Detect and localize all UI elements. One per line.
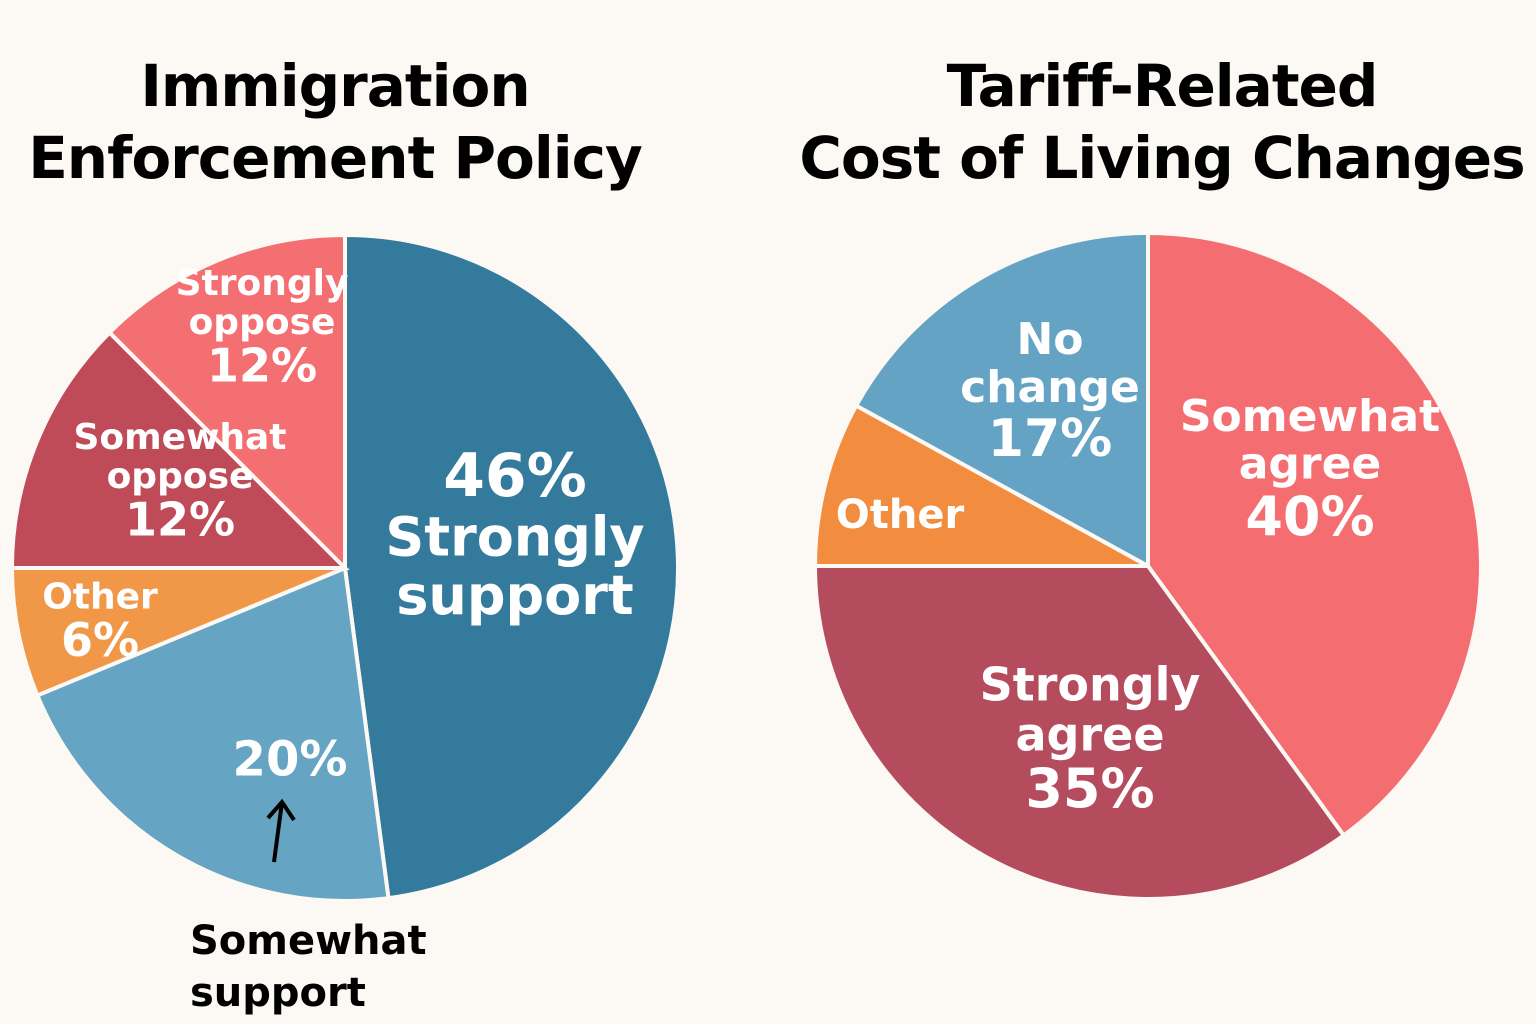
slice-label: Other	[836, 492, 965, 538]
arrowhead-icon	[266, 798, 296, 822]
slice-label: 12%	[125, 493, 235, 547]
slice-label: 35%	[1025, 757, 1154, 820]
slice-label: change	[960, 362, 1140, 413]
pie-slice	[812, 402, 1149, 568]
slice-label: 46%	[443, 441, 587, 511]
slice-label: Other	[42, 577, 158, 618]
slice-label: oppose	[107, 456, 254, 497]
chart-title-tariff: Tariff-Related Cost of Living Changes	[782, 50, 1536, 194]
pie-slice	[9, 329, 350, 570]
title-line: Enforcement Policy	[28, 124, 643, 192]
slice-label: 17%	[988, 409, 1112, 469]
slice-label: 6%	[61, 613, 139, 667]
arrow-icon	[272, 801, 284, 863]
slice-label: support	[396, 564, 633, 627]
pie-1: Somewhatagree40%Stronglyagree35%OtherNoc…	[812, 230, 1483, 901]
pie-0: 46%Stronglysupport20%SomewhatsupportOthe…	[9, 232, 680, 1016]
title-line: Immigration	[140, 52, 530, 120]
slice-label: 20%	[233, 731, 348, 787]
pie-slice	[343, 232, 680, 901]
pie-slice	[9, 566, 346, 699]
pie-slice	[34, 565, 391, 903]
slice-label: Strongly	[980, 658, 1201, 712]
slice-label: 40%	[1245, 485, 1374, 548]
title-line: Tariff-Related	[946, 52, 1379, 120]
chart-title-immigration: Immigration Enforcement Policy	[0, 50, 715, 194]
slice-label: Strongly	[176, 263, 349, 304]
slice-label: oppose	[189, 302, 336, 343]
slice-label: 12%	[207, 339, 317, 393]
slice-outside-label: support	[190, 970, 366, 1016]
slice-label: Strongly	[385, 506, 644, 569]
pie-slice	[853, 230, 1150, 570]
slice-label: agree	[1239, 439, 1382, 490]
slice-outside-label: Somewhat	[190, 918, 427, 964]
pie-slice	[106, 232, 347, 573]
title-line: Cost of Living Changes	[799, 124, 1525, 192]
slice-label: Somewhat	[1180, 391, 1440, 442]
slice-label: Somewhat	[74, 417, 287, 458]
pie-slice	[812, 564, 1347, 901]
slice-label: agree	[1015, 707, 1164, 761]
slice-label: No	[1016, 314, 1083, 365]
pie-slice	[1146, 230, 1483, 839]
